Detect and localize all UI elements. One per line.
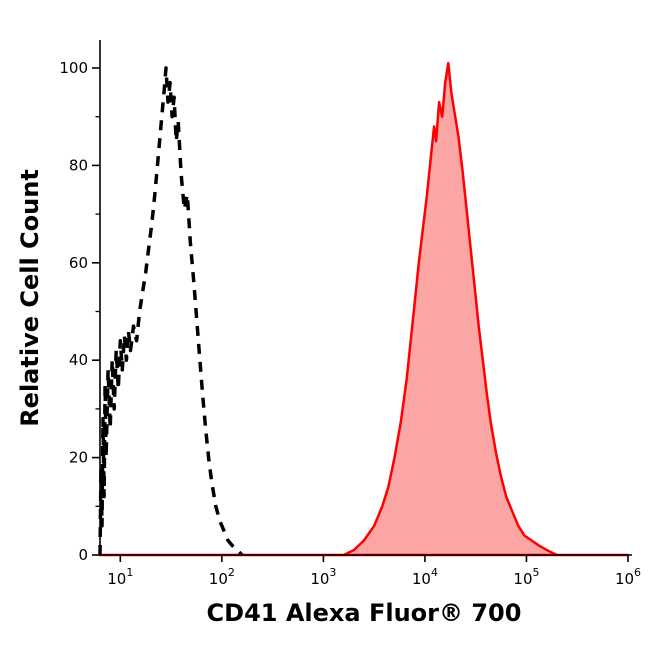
y-tick-label: 20 [69,449,88,467]
x-tick-label: 106 [615,566,641,588]
y-tick-label: 60 [69,254,88,272]
x-tick-label: 103 [310,566,336,588]
y-tick-label: 40 [69,351,88,369]
x-tick-label: 104 [412,566,438,588]
x-tick-label: 105 [513,566,539,588]
x-tick-label: 101 [107,566,133,588]
x-axis-ticks: 101 102 103 104 105 106 [107,555,641,588]
control-curve [98,66,244,557]
x-axis-title: CD41 Alexa Fluor® 700 [206,599,522,627]
stained-curve [98,61,630,557]
y-tick-label: 80 [69,156,88,174]
y-tick-label: 100 [59,59,88,77]
y-axis-title: Relative Cell Count [16,169,44,427]
x-tick-label: 102 [209,566,235,588]
y-tick-label: 0 [78,546,88,564]
axes [99,40,632,556]
y-axis-ticks: 0 20 40 60 80 100 [59,59,100,564]
